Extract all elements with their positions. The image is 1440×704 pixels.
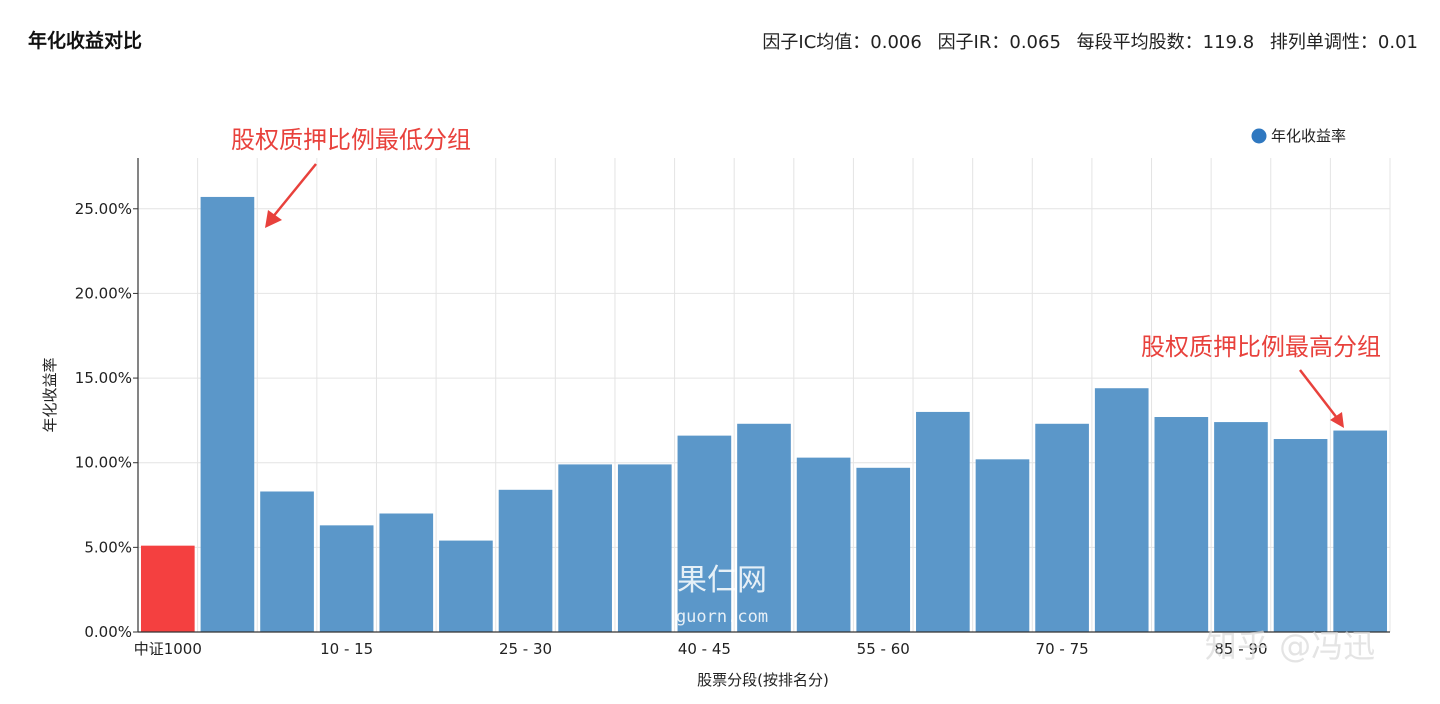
bar[interactable] bbox=[558, 464, 612, 632]
bar[interactable] bbox=[737, 423, 791, 632]
legend-label: 年化收益率 bbox=[1271, 127, 1346, 145]
bar[interactable] bbox=[916, 411, 970, 632]
bar[interactable] bbox=[975, 459, 1030, 632]
bar[interactable] bbox=[319, 525, 374, 632]
stat-monotonicity: 排列单调性：0.01 bbox=[1269, 32, 1418, 53]
annotation-highest-arrow-head bbox=[1330, 412, 1344, 428]
chart-title: 年化收益对比 bbox=[28, 30, 143, 52]
bar[interactable] bbox=[140, 545, 195, 632]
y-tick-label: 25.00% bbox=[75, 200, 132, 218]
annotation-lowest-arrow-shaft bbox=[271, 163, 317, 219]
bar[interactable] bbox=[1214, 422, 1268, 632]
stat-avg-stocks: 每段平均股数：119.8 bbox=[1076, 32, 1255, 53]
legend-marker bbox=[1251, 128, 1267, 144]
bars bbox=[140, 196, 1388, 633]
watermark-main: 果仁网 bbox=[677, 563, 767, 598]
bar[interactable] bbox=[617, 464, 672, 632]
watermark-corner: 知乎 @冯迅 bbox=[1205, 627, 1375, 665]
y-tick-label: 10.00% bbox=[75, 454, 132, 472]
bar[interactable] bbox=[260, 491, 314, 632]
legend[interactable]: 年化收益率 bbox=[1251, 127, 1347, 145]
bar[interactable] bbox=[1094, 388, 1149, 632]
annotation-lowest: 股权质押比例最低分组 bbox=[231, 126, 471, 228]
bar[interactable] bbox=[1154, 417, 1209, 632]
bar[interactable] bbox=[677, 435, 732, 632]
x-tick-label: 85 - 90 bbox=[1214, 640, 1267, 658]
x-tick-label: 10 - 15 bbox=[320, 640, 373, 658]
bar[interactable] bbox=[1333, 430, 1388, 632]
y-tick-label: 5.00% bbox=[84, 538, 132, 556]
x-tick-label: 25 - 30 bbox=[499, 640, 552, 658]
stat-ir: 因子IR：0.065 bbox=[937, 32, 1061, 53]
bar[interactable] bbox=[1035, 423, 1089, 632]
watermark-sub: guorn.com bbox=[676, 607, 768, 627]
annotation-lowest-arrow-head bbox=[265, 210, 282, 228]
y-axis-title: 年化收益率 bbox=[41, 357, 59, 432]
x-tick-label: 40 - 45 bbox=[678, 640, 731, 658]
y-tick-label: 0.00% bbox=[84, 623, 132, 641]
bar[interactable] bbox=[1273, 439, 1328, 632]
annotation-highest: 股权质押比例最高分组 bbox=[1141, 333, 1381, 428]
y-tick-label: 15.00% bbox=[75, 369, 132, 387]
x-tick-labels: 中证1000 10 - 15 25 - 30 40 - 45 55 - 60 70 - 7… bbox=[134, 640, 1268, 658]
bar[interactable] bbox=[379, 513, 434, 633]
bar[interactable] bbox=[796, 457, 851, 632]
bar[interactable] bbox=[439, 540, 493, 632]
bar[interactable] bbox=[200, 196, 255, 632]
y-tick-label: 20.00% bbox=[75, 284, 132, 302]
stat-ic-mean: 因子IC均值：0.006 bbox=[762, 32, 922, 53]
annotation-highest-text: 股权质押比例最高分组 bbox=[1141, 333, 1381, 361]
axes bbox=[133, 158, 1390, 633]
x-tick-label: 70 - 75 bbox=[1036, 640, 1089, 658]
x-tick-label: 55 - 60 bbox=[857, 640, 910, 658]
annotation-highest-arrow-shaft bbox=[1299, 369, 1338, 419]
annotation-lowest-text: 股权质押比例最低分组 bbox=[231, 126, 471, 154]
bar[interactable] bbox=[856, 467, 911, 632]
x-tick-label: 中证1000 bbox=[134, 640, 202, 658]
bar[interactable] bbox=[498, 489, 553, 632]
x-axis-title: 股票分段(按排名分) bbox=[697, 671, 829, 689]
y-tick-labels: 0.00% 5.00% 10.00% 15.00% 20.00% 25.00% bbox=[75, 200, 132, 641]
factor-stats: 因子IC均值：0.006 因子IR：0.065 每段平均股数：119.8 排列单… bbox=[752, 28, 1418, 54]
